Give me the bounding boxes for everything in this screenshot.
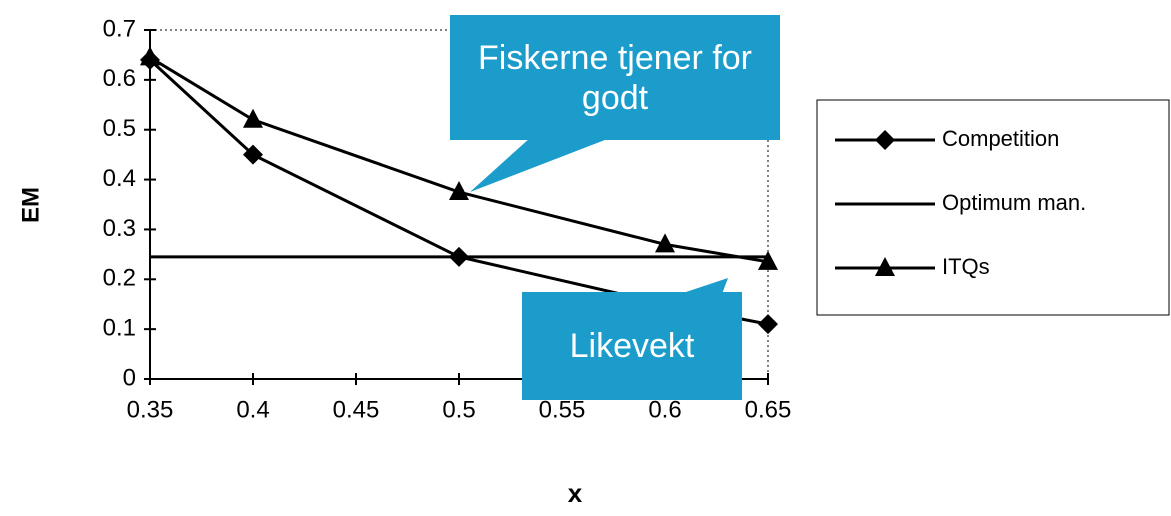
legend-label: Competition (942, 126, 1059, 151)
x-tick-label: 0.4 (236, 396, 269, 423)
triangle-marker (875, 257, 895, 276)
callout-tail (470, 138, 610, 192)
callout: Fiskerne tjener for godt (450, 15, 780, 140)
triangle-marker (655, 233, 675, 253)
x-axis-label: x (568, 478, 583, 508)
callout-tail (680, 278, 728, 294)
x-tick-label: 0.65 (745, 396, 792, 423)
triangle-marker (449, 181, 469, 201)
y-tick-label: 0 (123, 364, 136, 391)
x-tick-label: 0.6 (648, 396, 681, 423)
y-tick-label: 0.6 (103, 65, 136, 92)
triangle-marker (140, 46, 160, 66)
y-tick-label: 0.3 (103, 215, 136, 242)
diamond-marker (243, 144, 263, 165)
y-tick-label: 0.7 (103, 15, 136, 42)
diamond-marker (875, 130, 895, 150)
x-tick-label: 0.35 (127, 396, 174, 423)
legend-label: Optimum man. (942, 190, 1086, 215)
y-axis-label: EM (17, 187, 44, 223)
legend-label: ITQs (942, 254, 990, 279)
legend-box (816, 99, 1170, 316)
x-tick-label: 0.45 (333, 396, 380, 423)
x-tick-label: 0.5 (442, 396, 475, 423)
diamond-marker (758, 314, 778, 335)
y-tick-label: 0.4 (103, 165, 136, 192)
triangle-marker (758, 250, 778, 270)
y-tick-label: 0.5 (103, 115, 136, 142)
y-tick-label: 0.2 (103, 265, 136, 292)
triangle-marker (243, 108, 263, 128)
callout: Likevekt (522, 292, 742, 400)
x-tick-label: 0.55 (539, 396, 586, 423)
y-tick-label: 0.1 (103, 314, 136, 341)
